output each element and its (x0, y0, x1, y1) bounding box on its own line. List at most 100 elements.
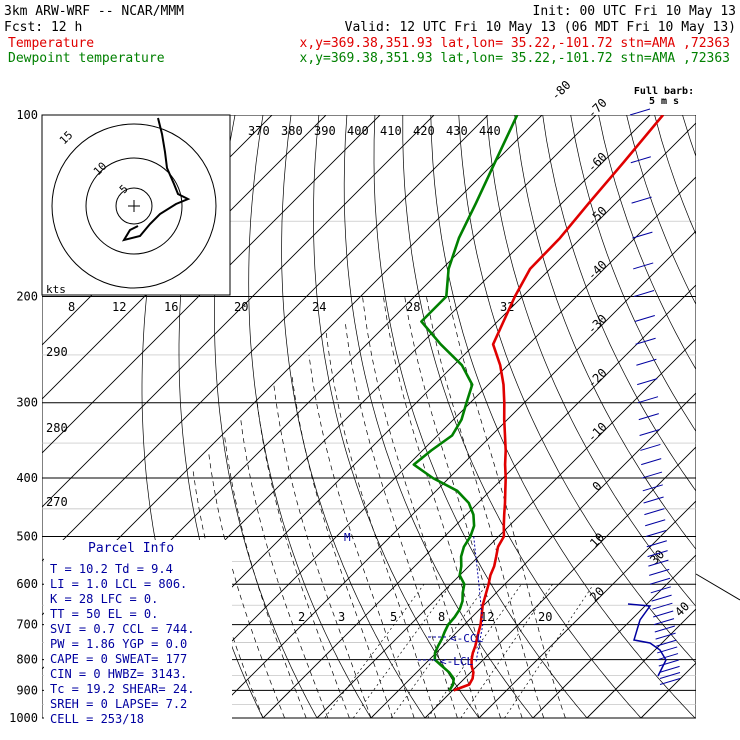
dry-adiabat-10 (281, 115, 426, 719)
parcel-row-1: LI = 1.0 LCL = 806. (50, 577, 187, 591)
isotherm-label--30: -30 (585, 312, 610, 337)
isotherm-label-30: 30 (647, 547, 667, 567)
mixing-ratio-2 (324, 584, 425, 719)
moist-adiabat-32 (426, 296, 545, 719)
wind-barb-240 (635, 337, 656, 345)
mixing-ratio-12 (460, 584, 553, 719)
wind-barbs (629, 108, 740, 686)
barb-legend-line1: Full barb: (634, 86, 694, 97)
isotherm-10 (424, 446, 696, 719)
moist-adiabat-36 (448, 296, 566, 719)
pressure-label-200: 200 (16, 290, 38, 304)
wind-barb-660 (652, 602, 673, 610)
temperature-location: x,y=369.38,351.93 lat,lon= 35.22,-101.72… (300, 36, 730, 51)
moist-adiabat--4 (256, 402, 350, 719)
theta-label-top-370: 370 (248, 124, 270, 138)
pressure-label-500: 500 (16, 529, 38, 543)
barb-legend-line2: 5 m s (649, 96, 679, 107)
isotherm--20 (262, 284, 696, 719)
isotherm--10 (316, 338, 696, 719)
parcel-row-2: K = 28 LFC = 0. (50, 592, 158, 606)
hodo-ring-15 (51, 123, 217, 289)
theta-label-top-440: 440 (479, 124, 501, 138)
hodo-ring-10 (85, 157, 183, 255)
parcel-row-5: PW = 1.86 YGP = 0.0 (50, 637, 187, 651)
dry-adiabat-20 (313, 115, 480, 719)
isotherm--110 (42, 115, 381, 454)
wind-barb-320 (638, 413, 659, 421)
dry-adiabat-70 (458, 115, 696, 664)
wind-barb-300 (637, 396, 659, 404)
wind-barb-500 (645, 530, 667, 537)
wind-barb-880 (659, 678, 681, 686)
isotherm-label--50: -50 (585, 204, 610, 229)
theta-label-top-420: 420 (413, 124, 435, 138)
mixing-label-upper-8: 8 (68, 300, 75, 314)
dry-adiabat-50 (402, 115, 642, 719)
wind-barb-220 (634, 315, 655, 322)
theta-label-left-270: 270 (46, 495, 68, 509)
wind-barb-100 (629, 108, 651, 116)
mixing-ratio-20 (504, 584, 594, 719)
dry-adiabat-120 (598, 115, 696, 371)
dry-adiabat-150 (682, 115, 696, 158)
mixing-label-upper-24: 24 (312, 300, 326, 314)
parcel-row-6: CAPE = 0 SWEAT= 177 (50, 652, 187, 666)
parcel-m-marker: M (344, 531, 351, 544)
parcel-info-panel: Parcel Info T = 10.2 Td = 9.4LI = 1.0 LC… (44, 540, 232, 730)
wind-barb-540 (647, 550, 668, 558)
isotherm-20 (478, 500, 696, 719)
wind-barb-580 (649, 568, 670, 576)
theta-label-top-380: 380 (281, 124, 303, 138)
mixing-label-lower-3: 3 (338, 610, 345, 624)
dewpoint-legend: Dewpoint temperature (8, 51, 165, 66)
isotherm-label--10: -10 (585, 420, 610, 445)
parcel-row-9: SREH = 0 LAPSE= 7.2 (50, 697, 187, 711)
dry-adiabat-160 (711, 115, 740, 718)
parcel-info-title: Parcel Info (88, 541, 174, 556)
isotherm-label-10: 10 (587, 530, 607, 550)
wind-barb-140 (631, 196, 652, 204)
isotherm-30 (532, 554, 696, 719)
hodo-trace (121, 117, 191, 242)
mixing-label-lower-20: 20 (538, 610, 552, 624)
theta-label-top-430: 430 (446, 124, 468, 138)
theta-label-top-410: 410 (380, 124, 402, 138)
moist-adiabat-28 (404, 296, 523, 719)
wind-barb-380 (641, 458, 662, 466)
mixing-label-upper-12: 12 (112, 300, 126, 314)
mixing-label-lower-5: 5 (390, 610, 397, 624)
isotherm-label--80: -80 (548, 78, 573, 103)
dry-adiabat-30 (343, 115, 534, 719)
mixing-label-upper-20: 20 (234, 300, 248, 314)
isotherm--80 (42, 115, 543, 616)
dry-adiabat-130 (626, 115, 696, 306)
parcel-row-8: Tc = 19.2 SHEAR= 24. (50, 682, 195, 696)
isotherm--100 (42, 115, 435, 508)
theta-label-left-280: 280 (46, 421, 68, 435)
temperature-legend: Temperature (8, 36, 94, 51)
pressure-label-100: 100 (16, 108, 38, 122)
wind-barb-800 (657, 653, 679, 661)
wind-barb-180 (633, 262, 654, 270)
dry-adiabat--10 (214, 115, 318, 719)
isotherm-label--70: -70 (585, 96, 610, 121)
wind-barb-160 (632, 231, 653, 239)
hodo-ring-5 (115, 187, 153, 225)
moist-adiabat-8 (308, 354, 415, 719)
wind-barb-720 (654, 625, 675, 633)
parcel-row-10: CELL = 253/18 (50, 712, 144, 726)
theta-label-left-290: 290 (46, 345, 68, 359)
dry-adiabat-40 (373, 115, 588, 719)
wind-barb-120 (630, 156, 651, 164)
lower-right-hodograph (627, 603, 667, 677)
mixing-label-upper-28: 28 (406, 300, 420, 314)
moist-adiabat-0 (273, 384, 372, 719)
wind-barb-740 (655, 632, 676, 640)
forecast-hour: Fcst: 12 h (4, 20, 82, 35)
model-title: 3km ARW-WRF -- NCAR/MMM (4, 4, 184, 19)
mixing-label-upper-16: 16 (164, 300, 178, 314)
isotherm-label--20: -20 (585, 366, 610, 391)
